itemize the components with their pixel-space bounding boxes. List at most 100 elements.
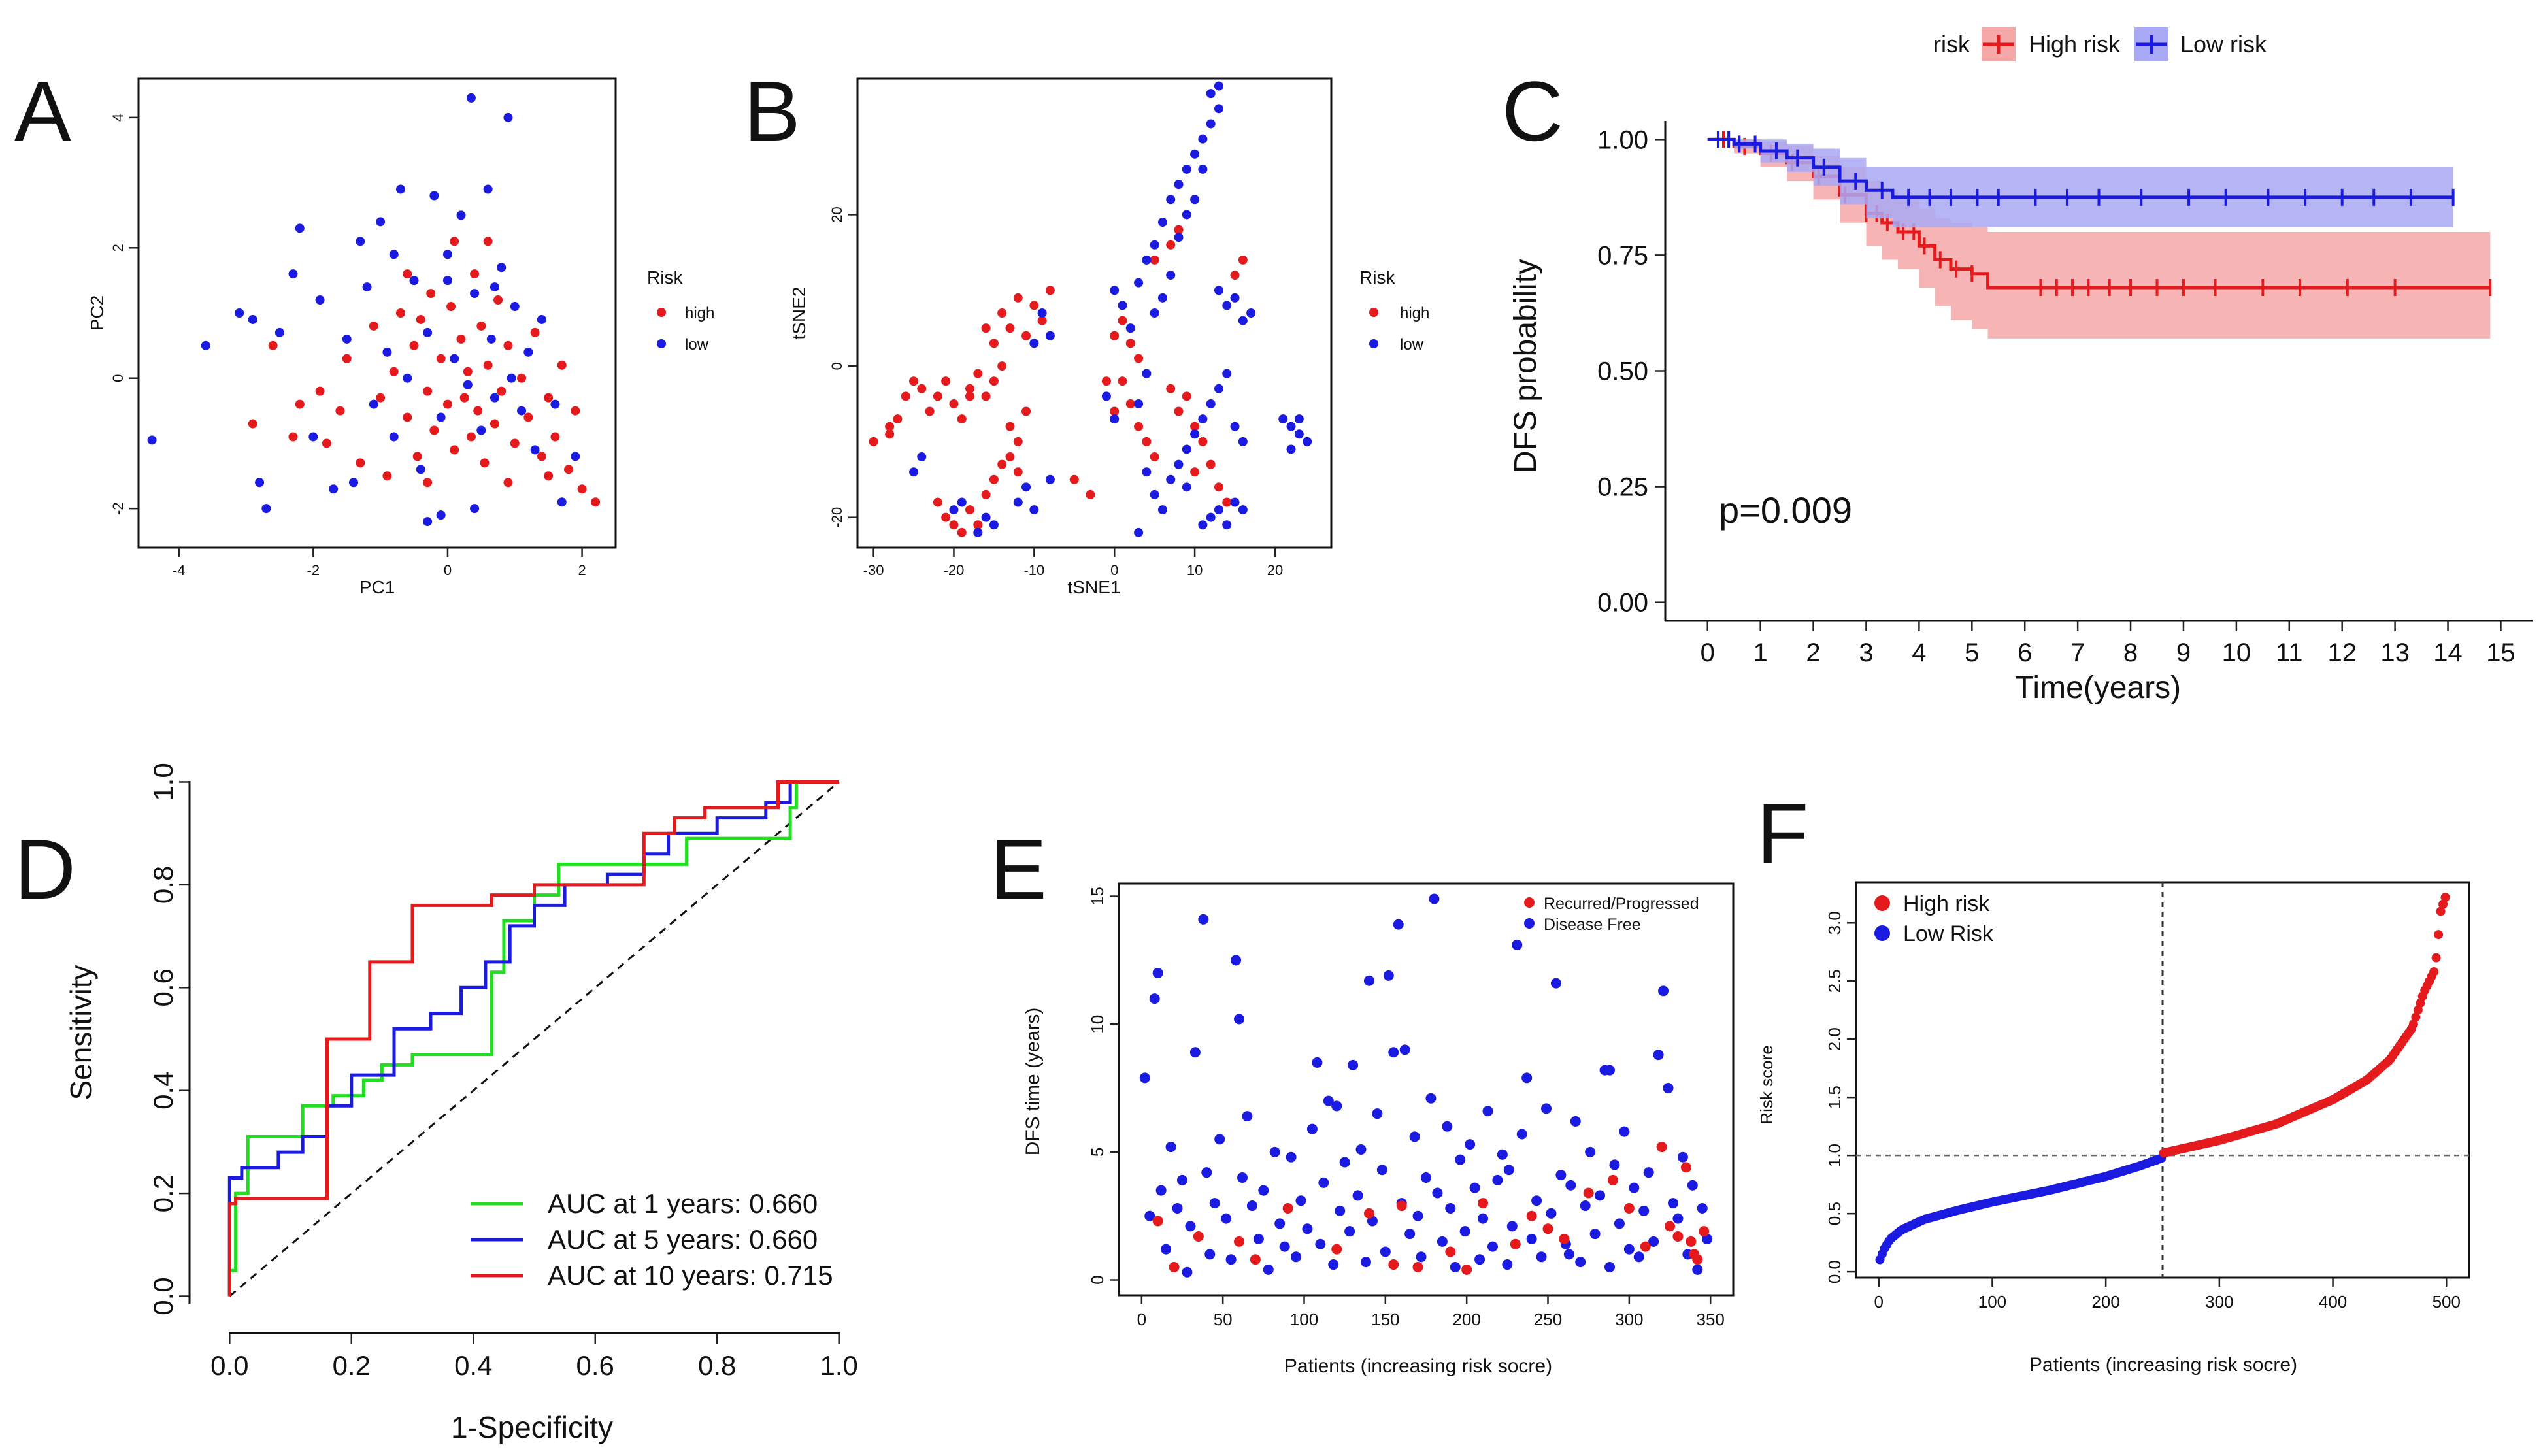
chart-a-point-high <box>463 367 473 376</box>
chart-c-xtick-label: 2 <box>1806 638 1820 667</box>
chart-e-point-disease-free <box>1335 1205 1346 1216</box>
panel-d-legend-label-5y: AUC at 5 years: 0.660 <box>548 1224 818 1255</box>
panel-a-legend-low-dot <box>657 339 666 348</box>
chart-c-xtick-label: 9 <box>2176 638 2191 667</box>
chart-b-point-high <box>1021 331 1031 340</box>
panel-b-tsne-plot: -30 -20 -10 0 10 20 -20 0 20 tSNE1 tSNE2 Risk hi… <box>789 77 1429 597</box>
chart-e-point-recurred-progressed <box>1665 1221 1676 1232</box>
chart-b-point-high <box>1190 467 1200 477</box>
chart-b-point-low <box>1142 369 1152 378</box>
chart-a-point-low <box>503 112 513 122</box>
chart-b-point-high <box>1190 422 1200 431</box>
chart-b-point-high <box>1150 255 1159 265</box>
panel-c-legend-title: risk <box>1933 31 1970 58</box>
panel-b-ylabel: tSNE2 <box>789 287 809 340</box>
chart-b-point-low <box>1134 527 1144 537</box>
chart-b-point-low <box>1286 444 1296 454</box>
chart-a-point-high <box>403 269 412 279</box>
chart-b-point-low <box>1013 497 1023 507</box>
chart-b-point-low <box>1206 119 1216 129</box>
chart-b-point-low <box>1214 104 1223 114</box>
chart-b-point-low <box>1150 240 1159 250</box>
chart-e-point-disease-free <box>1487 1241 1498 1252</box>
chart-a-point-low <box>510 302 520 312</box>
chart-a-point-high <box>493 295 503 305</box>
chart-b-point-low <box>1174 233 1184 242</box>
chart-e-point-disease-free <box>1412 1210 1423 1221</box>
chart-a-point-low <box>255 478 265 488</box>
chart-f-risk-point-high <box>2429 967 2439 977</box>
chart-a-point-high <box>483 237 493 246</box>
chart-a-point-low <box>470 504 480 514</box>
chart-a-point-high <box>450 445 459 455</box>
chart-b-point-low <box>989 520 999 530</box>
chart-a-point-low <box>235 308 244 318</box>
chart-e-point-disease-free <box>1409 1131 1420 1142</box>
chart-f-xtick-label: 200 <box>2091 1292 2119 1312</box>
chart-e-point-recurred-progressed <box>1699 1226 1710 1237</box>
panel-e-xlabel: Patients (increasing risk socre) <box>1284 1355 1552 1377</box>
chart-b-point-low <box>1190 429 1200 439</box>
panel-d-ylabel: Sensitivity <box>64 965 98 1100</box>
panel-c-legend-low-label: Low risk <box>2180 31 2267 58</box>
panel-letter-a: A <box>14 63 71 159</box>
chart-f-xtick-label: 300 <box>2205 1292 2233 1312</box>
chart-a-point-high <box>416 314 425 324</box>
chart-b-point-high <box>1029 301 1039 310</box>
chart-f-risk-point-high <box>2440 893 2450 902</box>
chart-b-point-low <box>1238 505 1248 515</box>
chart-e-point-disease-free <box>1302 1223 1313 1234</box>
chart-b-point-low <box>1238 316 1248 325</box>
panel-d-legend-label-1y: AUC at 1 years: 0.660 <box>548 1188 818 1219</box>
chart-a-point-low <box>288 269 298 279</box>
panel-b-marks: -30 -20 -10 0 10 20 -20 0 20 <box>829 81 1312 578</box>
chart-e-point-disease-free <box>1221 1213 1232 1224</box>
chart-e-point-disease-free <box>1286 1151 1297 1163</box>
chart-f-ytick-label: 0.5 <box>1825 1202 1844 1225</box>
chart-a-point-high <box>503 478 513 488</box>
chart-e-xtick-label: 200 <box>1452 1310 1480 1329</box>
panel-e-dfs-plot: 0 50 100 150 200 250 300 350 0 5 10 15 Patients (in… <box>1022 882 1735 1377</box>
chart-a-point-low <box>490 282 499 292</box>
panel-f-legend-low-dot <box>1874 925 1890 941</box>
chart-e-point-disease-free <box>1152 967 1163 978</box>
chart-e-point-disease-free <box>1482 1106 1493 1117</box>
chart-e-point-disease-free <box>1555 1170 1567 1181</box>
chart-a-point-high <box>335 406 345 416</box>
chart-e-point-disease-free <box>1667 1198 1678 1209</box>
chart-e-point-disease-free <box>1526 1233 1537 1244</box>
chart-b-point-low <box>981 512 991 522</box>
chart-a-point-high <box>403 412 412 422</box>
chart-c-xtick-label: 10 <box>2222 638 2251 667</box>
chart-a-point-low <box>463 380 473 389</box>
chart-e-point-disease-free <box>1442 1121 1453 1132</box>
chart-e-point-recurred-progressed <box>1282 1202 1293 1214</box>
chart-e-point-disease-free <box>1521 1072 1533 1084</box>
chart-c-xtick-label: 6 <box>2018 638 2032 667</box>
chart-b-point-low <box>1206 399 1216 408</box>
chart-e-point-disease-free <box>1399 1044 1410 1055</box>
chart-d-ytick-label: 0.8 <box>148 866 178 904</box>
chart-b-point-high <box>1166 240 1176 250</box>
chart-f-xtick-label: 400 <box>2319 1292 2347 1312</box>
chart-a-point-high <box>426 289 436 299</box>
chart-f-ytick-label: 1.0 <box>1825 1144 1844 1167</box>
chart-b-point-high <box>1005 323 1015 333</box>
panel-b-legend-high-label: high <box>1400 305 1429 322</box>
chart-e-ytick-label: 15 <box>1088 887 1107 906</box>
chart-e-point-disease-free <box>1312 1057 1323 1068</box>
chart-d-ytick-label: 0.4 <box>148 1072 178 1110</box>
chart-a-point-low <box>308 432 318 442</box>
chart-e-point-disease-free <box>1672 1213 1684 1224</box>
chart-b-point-low <box>1101 391 1111 401</box>
chart-e-point-disease-free <box>1323 1095 1334 1106</box>
chart-b-point-low <box>1166 271 1176 280</box>
panel-d-xlabel: 1-Specificity <box>451 1410 613 1444</box>
chart-e-point-disease-free <box>1663 1083 1674 1094</box>
chart-e-point-disease-free <box>1692 1264 1703 1275</box>
chart-b-point-low <box>1214 505 1223 515</box>
chart-e-point-disease-free <box>1198 914 1209 925</box>
chart-e-point-disease-free <box>1258 1185 1269 1196</box>
chart-b-xtick-label: 10 <box>1187 562 1203 578</box>
chart-a-point-high <box>591 497 601 507</box>
